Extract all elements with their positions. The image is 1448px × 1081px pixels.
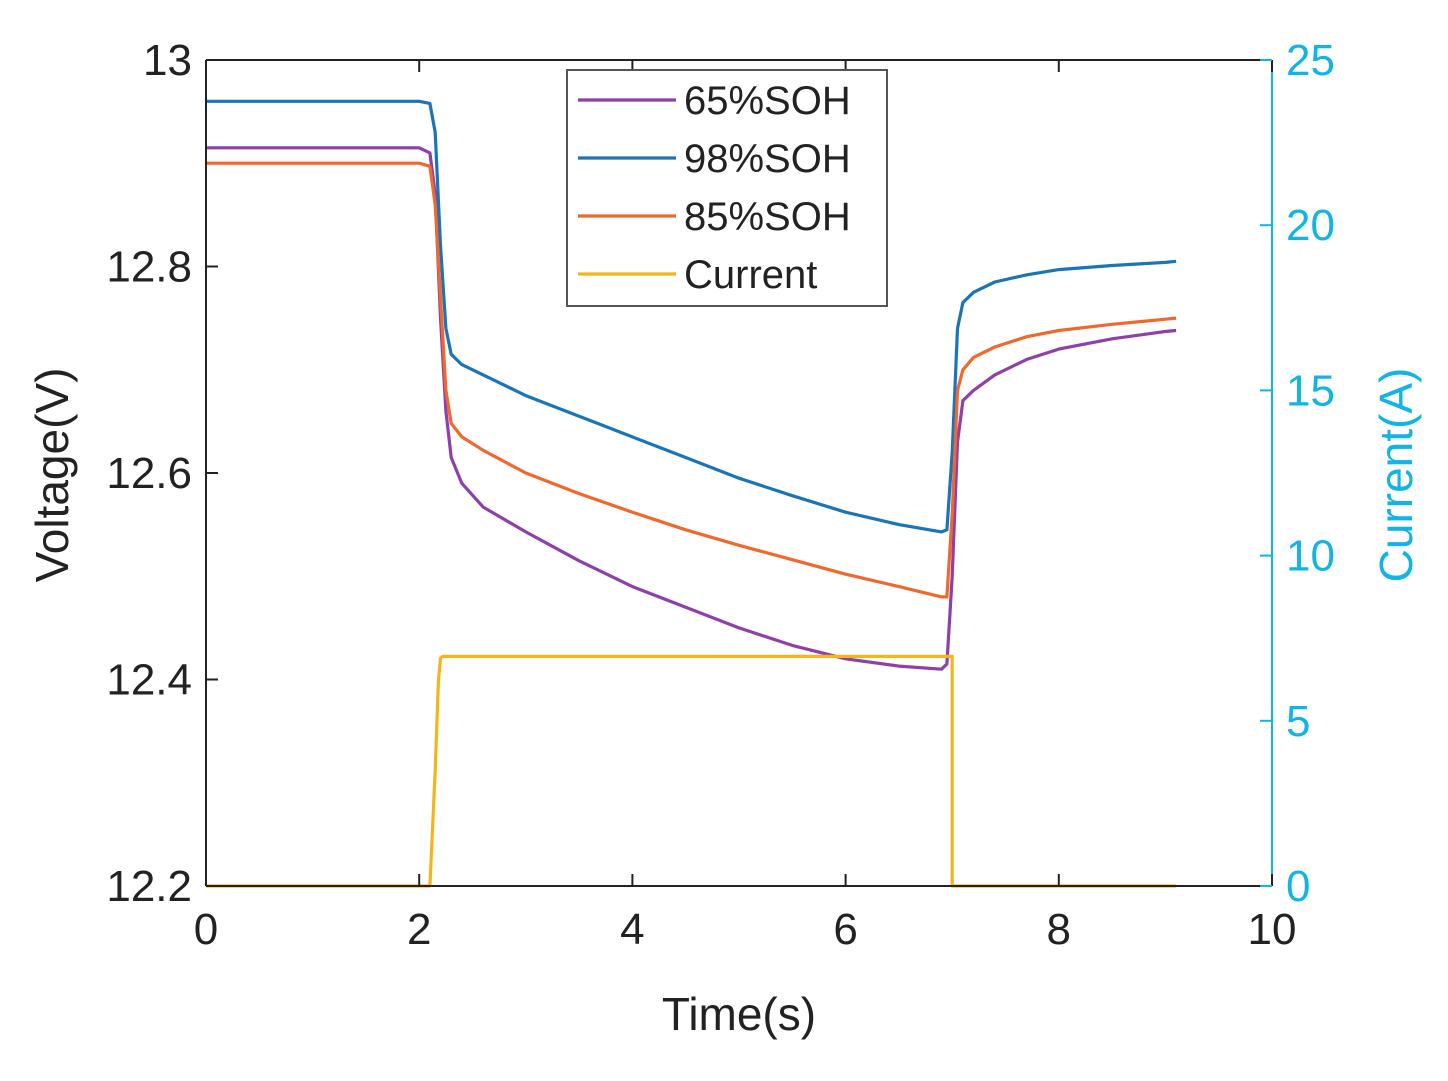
legend-items: 65%SOH 98%SOH 85%SOH Current [578,79,851,297]
x-axis-title: Time(s) [662,988,816,1040]
left-tick-label: 12.4 [106,656,192,705]
series-line-85-soh [206,161,1177,599]
right-tick-label: 5 [1286,697,1310,746]
left-tick-label: 12.6 [106,449,192,498]
x-tick-label: 10 [1248,905,1297,954]
right-tick-label: 10 [1286,532,1335,581]
right-tick-label: 15 [1286,366,1335,415]
right-tick-label: 0 [1286,862,1310,911]
left-tick-label: 12.8 [106,243,192,292]
series-line-current [206,654,1177,888]
left-tick-label: 13 [143,36,192,85]
ticks-layer: 0 2 4 6 8 10 12.2 12.4 12.6 12.8 13 0 5 10 15 20 25 [106,36,1335,954]
legend-label-85-soh: 85%SOH [684,195,851,239]
x-tick-label: 4 [620,905,644,954]
series-line-98-soh [206,99,1177,534]
left-tick-label: 12.2 [106,862,192,911]
axes-layer [205,59,1273,887]
left-axis-title: Voltage(V) [26,368,78,583]
right-axis-title: Current(A) [1370,368,1422,583]
series-layer [206,99,1177,888]
right-tick-label: 25 [1286,36,1335,85]
legend-label-current: Current [684,253,817,297]
right-tick-label: 20 [1286,201,1335,250]
x-tick-label: 8 [1047,905,1071,954]
legend-label-98-soh: 98%SOH [684,137,851,181]
x-tick-label: 0 [194,905,218,954]
legend: 65%SOH 98%SOH 85%SOH Current [566,69,888,307]
x-tick-label: 6 [833,905,857,954]
legend-label-65-soh: 65%SOH [684,79,851,123]
x-tick-label: 2 [407,905,431,954]
legend-box [566,69,888,307]
